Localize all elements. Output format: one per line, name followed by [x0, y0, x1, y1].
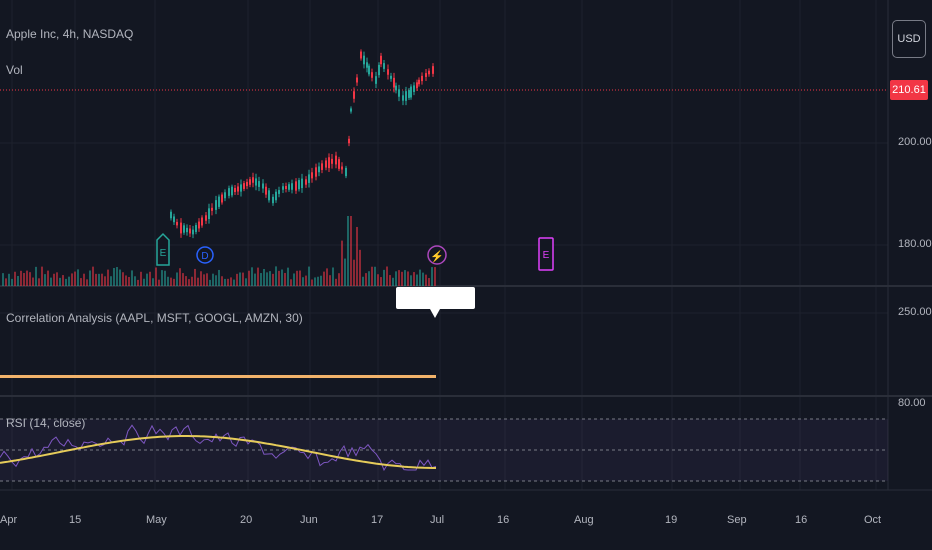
- rsi-moving-average: [0, 435, 436, 469]
- split-flash-icon: [427, 245, 447, 265]
- dividend-marker-letter: D: [201, 251, 208, 262]
- time-axis-label: Oct: [864, 514, 882, 526]
- split-marker[interactable]: ⚡: [427, 245, 447, 265]
- rsi-axis-tick: 80.00: [898, 397, 926, 409]
- price-axis-tick: 180.00: [898, 238, 932, 250]
- upcoming-earnings-marker-letter: E: [543, 250, 550, 261]
- time-axis-label: 15: [69, 514, 82, 526]
- earnings-marker-letter: E: [160, 248, 167, 259]
- price-axis-tick: 200.00: [898, 136, 932, 148]
- time-axis-label: 16: [497, 514, 510, 526]
- last-price-tag: 210.61: [890, 80, 928, 100]
- symbol-legend[interactable]: Apple Inc, 4h, NASDAQ: [6, 27, 134, 41]
- earnings-marker[interactable]: E: [156, 232, 170, 266]
- split-marker-letter: ⚡: [430, 250, 444, 263]
- upcoming-earnings-marker[interactable]: E: [538, 237, 554, 271]
- correlation-line: [0, 375, 436, 378]
- time-axis-label: 20: [240, 514, 253, 526]
- time-axis-label: 17: [371, 514, 384, 526]
- time-axis-label: 16: [795, 514, 808, 526]
- horizontal-gridlines: [0, 142, 888, 314]
- candlesticks: [170, 49, 434, 239]
- volume-legend[interactable]: Vol: [6, 63, 23, 77]
- time-axis-label: Jun: [300, 514, 318, 526]
- time-axis-label: Aug: [574, 514, 594, 526]
- dividend-icon: [196, 246, 214, 264]
- earnings-icon: [156, 232, 170, 266]
- correlation-legend[interactable]: Correlation Analysis (AAPL, MSFT, GOOGL,…: [6, 311, 303, 325]
- time-axis-label: Apr: [0, 514, 18, 526]
- time-axis-label: Sep: [727, 514, 747, 526]
- time-axis[interactable]: Apr 15 May 20 Jun 17 Jul 16 Aug 19 Sep 1…: [0, 490, 888, 550]
- rsi-legend[interactable]: RSI (14, close): [6, 416, 86, 430]
- time-axis-label: May: [146, 514, 167, 526]
- earnings-upcoming-icon: [538, 237, 554, 271]
- dividend-marker[interactable]: D: [196, 246, 214, 264]
- time-axis-label: 19: [665, 514, 678, 526]
- currency-button[interactable]: USD: [892, 20, 926, 58]
- event-tooltip: [396, 287, 475, 318]
- time-axis-label: Jul: [430, 514, 445, 526]
- volume-bars: [2, 216, 436, 286]
- correlation-axis-tick: 250.00: [898, 306, 932, 318]
